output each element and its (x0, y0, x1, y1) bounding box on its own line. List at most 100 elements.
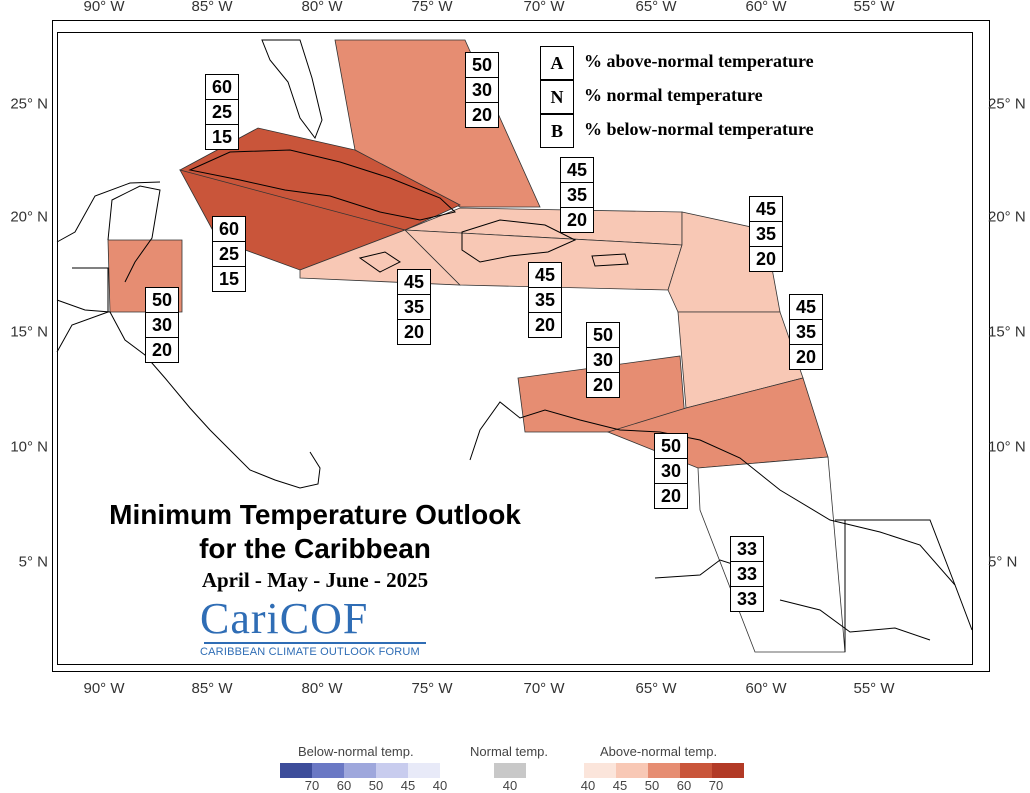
map-inner-frame (57, 32, 973, 665)
lat-label-right-10n: 10° N (988, 438, 1026, 456)
map-subtitle: for the Caribbean (199, 533, 431, 564)
legend-swatch-above-3 (680, 763, 712, 778)
normal-value: 30 (655, 458, 687, 483)
prob-box-trinidad-barbados: 50 30 20 (654, 433, 688, 509)
legend-swatch-above-0 (584, 763, 616, 778)
key-text-normal: % normal temperature (584, 85, 763, 105)
above-normal-value: 45 (795, 297, 817, 317)
guiana-border-outline (835, 519, 956, 652)
lat-label-right-20n: 20° N (988, 208, 1026, 226)
lon-label-bottom-90w: 90° W (83, 680, 125, 697)
lat-label-left-5n: 5° N (18, 553, 48, 571)
legend-swatch-below-1 (312, 763, 344, 778)
hispaniola-outline (461, 219, 577, 263)
region-guianas (697, 456, 846, 653)
prob-box-leeward-islands: 45 35 20 (749, 196, 783, 272)
above-normal-value: 50 (592, 325, 614, 345)
above-normal-value: 60 (218, 219, 240, 239)
above-normal-value: 45 (403, 272, 425, 292)
lon-label-top-80w: 80° W (301, 0, 343, 15)
key-letter-below: B (540, 114, 574, 148)
lat-label-left-15n: 15° N (10, 323, 48, 341)
above-normal-value: 45 (755, 199, 777, 219)
normal-value: 35 (750, 221, 782, 246)
caricof-logo: CariCOF CARIBBEAN CLIMATE OUTLOOK FORUM (200, 596, 430, 658)
legend-label-above-1: 45 (612, 778, 628, 793)
prob-box-cuba-northwest: 60 25 15 (205, 74, 239, 150)
lon-label-top-55w: 55° W (853, 0, 895, 15)
lon-label-top-65w: 65° W (635, 0, 677, 15)
mexico-border-outline (56, 267, 109, 353)
below-normal-value: 33 (731, 586, 763, 611)
legend-swatch-above-2 (648, 763, 680, 778)
legend-swatch-below-3 (376, 763, 408, 778)
lat-label-left-10n: 10° N (10, 438, 48, 456)
lat-label-left-25n: 25° N (10, 95, 48, 113)
normal-value: 35 (561, 182, 593, 207)
title-block: Minimum Temperature Outlook for the Cari… (60, 498, 570, 594)
lon-label-bottom-75w: 75° W (411, 680, 453, 697)
legend-swatch-above-1 (616, 763, 648, 778)
legend-swatch-normal-0 (494, 763, 526, 778)
above-normal-value: 45 (566, 160, 588, 180)
normal-value: 30 (466, 77, 498, 102)
lon-label-top-60w: 60° W (745, 0, 787, 15)
below-normal-value: 20 (561, 207, 593, 232)
lon-label-bottom-70w: 70° W (523, 680, 565, 697)
below-normal-value: 20 (146, 337, 178, 362)
normal-value: 25 (206, 99, 238, 124)
lon-label-bottom-60w: 60° W (745, 680, 787, 697)
prob-box-abc-islands: 50 30 20 (586, 322, 620, 398)
land-outlines (56, 39, 973, 652)
prob-box-cuba-southeast: 60 25 15 (212, 216, 246, 292)
legend-label-below-2: 50 (368, 778, 384, 793)
above-normal-value: 45 (534, 265, 556, 285)
logo-tagline: CARIBBEAN CLIMATE OUTLOOK FORUM (200, 646, 420, 658)
normal-value: 35 (790, 319, 822, 344)
normal-value: 35 (529, 287, 561, 312)
lon-label-bottom-85w: 85° W (191, 680, 233, 697)
prob-box-windward-islands: 45 35 20 (789, 294, 823, 370)
jamaica-outline (358, 251, 401, 273)
below-normal-value: 20 (790, 344, 822, 369)
key-text-above: % above-normal temperature (584, 51, 814, 71)
logo-wordmark: CariCOF (200, 594, 369, 643)
legend-label-above-4: 70 (708, 778, 724, 793)
legend-swatch-below-0 (280, 763, 312, 778)
above-normal-value: 50 (471, 55, 493, 75)
legend-label-normal-0: 40 (502, 778, 518, 793)
prob-box-hispaniola-north: 45 35 20 (560, 157, 594, 233)
lon-label-top-90w: 90° W (83, 0, 125, 15)
legend-label-above-2: 50 (644, 778, 660, 793)
legend-label-above-3: 60 (676, 778, 692, 793)
legend-label-below-0: 70 (304, 778, 320, 793)
key-letter-above: A (540, 46, 574, 80)
legend-label-below-4: 40 (432, 778, 448, 793)
below-normal-value: 20 (398, 319, 430, 344)
legend-swatch-below-2 (344, 763, 376, 778)
gulf-coast-outline (56, 181, 161, 243)
legend-label-below-3: 45 (400, 778, 416, 793)
above-normal-value: 50 (151, 290, 173, 310)
normal-value: 30 (587, 347, 619, 372)
above-normal-value: 50 (660, 436, 682, 456)
legend-above-title: Above-normal temp. (600, 744, 718, 759)
key-letter-normal: N (540, 80, 574, 114)
normal-value: 33 (731, 561, 763, 586)
lat-label-right-25n: 25° N (988, 95, 1026, 113)
below-normal-value: 20 (655, 483, 687, 508)
region-bahamas (334, 39, 541, 208)
puerto-rico-outline (591, 253, 629, 267)
below-normal-value: 20 (466, 102, 498, 127)
prob-box-jamaica: 45 35 20 (397, 269, 431, 345)
lon-label-top-85w: 85° W (191, 0, 233, 15)
prob-box-belize: 50 30 20 (145, 287, 179, 363)
map-title: Minimum Temperature Outlook (109, 499, 521, 530)
normal-value: 25 (213, 241, 245, 266)
below-normal-value: 15 (206, 124, 238, 149)
below-normal-value: 20 (750, 246, 782, 271)
lat-label-right-15n: 15° N (988, 323, 1026, 341)
below-normal-value: 15 (213, 266, 245, 291)
below-normal-value: 20 (529, 312, 561, 337)
legend-normal-title: Normal temp. (470, 744, 549, 759)
